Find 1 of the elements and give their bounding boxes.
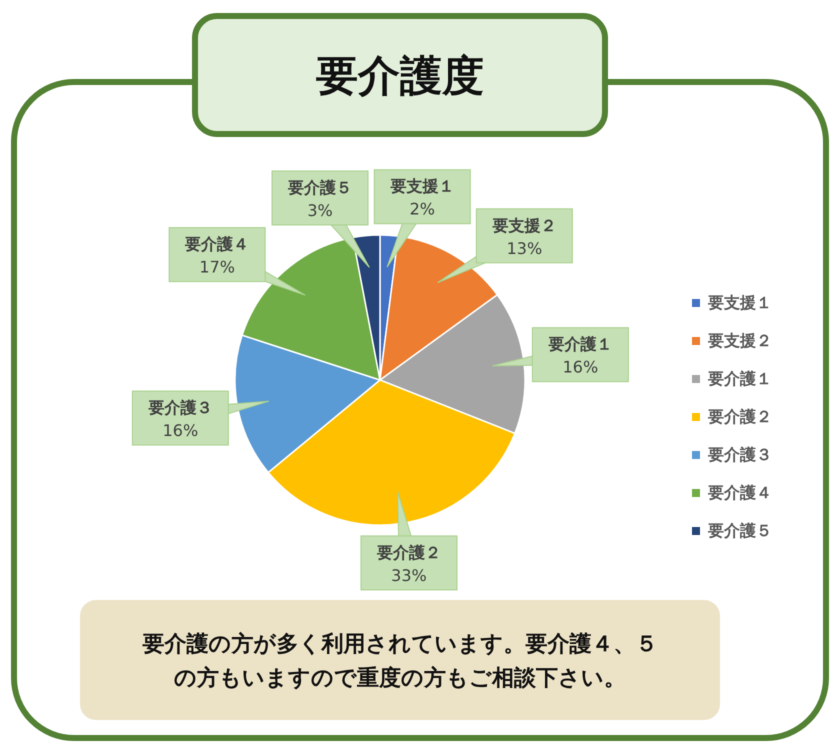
- title: 要介護度: [316, 51, 484, 100]
